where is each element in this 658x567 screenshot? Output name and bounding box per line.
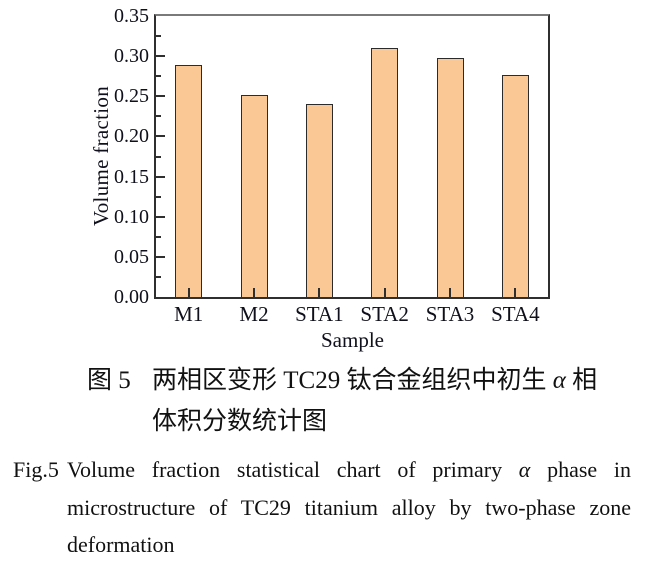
caption-en: Fig.5 Volume fraction statistical chart … <box>13 451 631 564</box>
x-tick-STA3 <box>449 288 451 297</box>
caption-en-line2: microstructure of TC29 titanium alloy by… <box>67 494 631 520</box>
bar-M1 <box>175 64 203 297</box>
x-tick-label-STA4: STA4 <box>491 302 540 326</box>
y-minor-tick <box>156 75 161 78</box>
caption-en-line1-pre: Volume fraction statistical chart of pri… <box>67 457 519 482</box>
bar-STA4 <box>501 74 529 297</box>
bar-STA3 <box>436 57 464 297</box>
x-tick-label-STA1: STA1 <box>295 302 344 326</box>
x-tick-STA2 <box>383 288 386 297</box>
y-minor-tick <box>156 235 161 238</box>
alpha-symbol: α <box>518 457 531 482</box>
alpha-symbol: α <box>552 367 566 394</box>
y-major-tick <box>156 215 165 218</box>
x-axis-title: Sample <box>321 328 384 352</box>
y-minor-tick <box>156 155 161 158</box>
caption-zh-line2: 体积分数统计图 <box>152 408 328 435</box>
y-tick-label: 0.00 <box>114 286 149 308</box>
x-tick-M2 <box>253 288 255 297</box>
caption-zh-line1: 图 5 两相区变形 TC29 钛合金组织中初生 α 相 <box>87 360 647 401</box>
y-major-tick <box>156 255 165 258</box>
y-major-tick <box>156 135 165 138</box>
y-tick-label: 0.25 <box>114 85 149 108</box>
caption-zh-figure-label: 图 5 <box>87 367 131 394</box>
x-tick-label-STA3: STA3 <box>425 302 475 326</box>
x-tick-label-M2: M2 <box>239 302 269 326</box>
caption-en-line1: Fig.5 Volume fraction statistical chart … <box>13 451 631 489</box>
y-tick-label: 0.30 <box>114 45 149 68</box>
caption-zh: 图 5 两相区变形 TC29 钛合金组织中初生 α 相 体积分数统计图 <box>87 360 647 442</box>
x-tick-M1 <box>187 288 190 297</box>
bar-STA2 <box>371 48 399 297</box>
caption-en-line1-post: phase in <box>530 457 631 482</box>
bar-M2 <box>240 94 268 297</box>
y-major-tick <box>156 95 165 98</box>
y-minor-tick <box>156 195 161 198</box>
y-tick-label: 0.35 <box>114 5 149 27</box>
y-tick-label: 0.15 <box>114 165 149 188</box>
x-tick-STA4 <box>514 288 517 297</box>
y-tick-label: 0.05 <box>114 245 149 268</box>
caption-zh-line1-post: 相 <box>565 367 598 394</box>
x-tick-label-M1: M1 <box>174 302 204 326</box>
y-minor-tick <box>156 115 161 118</box>
caption-en-line3: deformation <box>67 532 175 557</box>
x-tick-STA1 <box>318 288 321 297</box>
y-minor-tick <box>156 275 161 278</box>
plot-box <box>154 14 550 299</box>
caption-zh-line1-text: 两相区变形 TC29 钛合金组织中初生 α 相 <box>152 360 597 401</box>
plot-area <box>156 16 548 297</box>
caption-en-figure-label: Fig.5 <box>13 457 59 482</box>
y-major-tick <box>156 55 165 58</box>
bar-STA1 <box>305 104 333 297</box>
caption-zh-line1-pre: 两相区变形 TC29 钛合金组织中初生 <box>152 367 553 394</box>
y-tick-label: 0.20 <box>114 125 149 148</box>
x-tick-label-STA2: STA2 <box>360 302 409 326</box>
y-minor-tick <box>156 35 161 38</box>
y-major-tick <box>156 175 165 178</box>
y-tick-label: 0.10 <box>114 205 149 228</box>
caption-en-line1-text: Volume fraction statistical chart of pri… <box>67 451 631 489</box>
